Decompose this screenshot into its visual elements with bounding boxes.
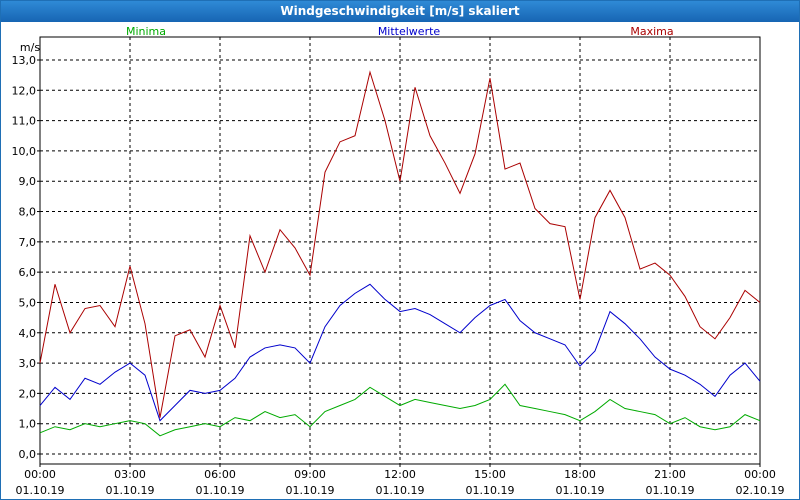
legend-maxima: Maxima <box>630 25 673 38</box>
y-tick-label: 5,0 <box>19 296 37 309</box>
x-tick-time: 12:00 <box>384 468 416 481</box>
x-tick-date: 01.10.19 <box>466 484 515 497</box>
series-line-minima <box>39 383 761 437</box>
x-tick-time: 06:00 <box>204 468 236 481</box>
y-tick-label: 9,0 <box>19 175 37 188</box>
x-tick-time: 03:00 <box>114 468 146 481</box>
x-tick-time: 00:00 <box>24 468 56 481</box>
x-tick-date: 01.10.19 <box>16 484 65 497</box>
x-tick-date: 01.10.19 <box>646 484 695 497</box>
x-tick-time: 18:00 <box>564 468 596 481</box>
y-tick-label: 12,0 <box>12 84 37 97</box>
x-tick-date: 01.10.19 <box>556 484 605 497</box>
series-line-mittelwerte <box>39 283 761 422</box>
y-tick-label: 3,0 <box>19 357 37 370</box>
y-tick-label: 6,0 <box>19 266 37 279</box>
x-tick-date: 01.10.19 <box>106 484 155 497</box>
y-tick-label: 10,0 <box>12 145 37 158</box>
y-tick-label: 0,0 <box>19 448 37 461</box>
x-tick-date: 01.10.19 <box>376 484 425 497</box>
chart-title: Windgeschwindigkeit [m/s] skaliert <box>1 1 799 22</box>
x-tick-time: 00:00 <box>744 468 776 481</box>
series-line-maxima <box>39 70 761 418</box>
grid-lines <box>40 37 760 464</box>
y-axis-unit-label: m/s <box>20 41 40 54</box>
x-tick-time: 21:00 <box>654 468 686 481</box>
x-tick-date: 02.10.19 <box>736 484 785 497</box>
x-tick-time: 15:00 <box>474 468 506 481</box>
y-tick-label: 11,0 <box>12 115 37 128</box>
series-lines <box>39 70 761 437</box>
y-tick-label: 7,0 <box>19 236 37 249</box>
x-tick-date: 01.10.19 <box>196 484 245 497</box>
legend-mittelwerte: Mittelwerte <box>378 25 441 38</box>
y-tick-label: 2,0 <box>19 387 37 400</box>
y-axis-ticks: 0,0 1,0 2,0 3,0 4,0 5,0 6,0 7,0 8,0 9,0 10,0 11,0 12… <box>12 54 40 461</box>
legend-minima: Minima <box>126 25 166 38</box>
y-tick-label: 13,0 <box>12 54 37 67</box>
x-tick-date: 01.10.19 <box>286 484 335 497</box>
y-tick-label: 4,0 <box>19 327 37 340</box>
y-tick-label: 1,0 <box>19 418 37 431</box>
x-axis-ticks: 00:00 01.10.19 03:00 01.10.19 06:00 01.10.19 0… <box>16 464 785 497</box>
x-tick-time: 09:00 <box>294 468 326 481</box>
y-tick-label: 8,0 <box>19 206 37 219</box>
